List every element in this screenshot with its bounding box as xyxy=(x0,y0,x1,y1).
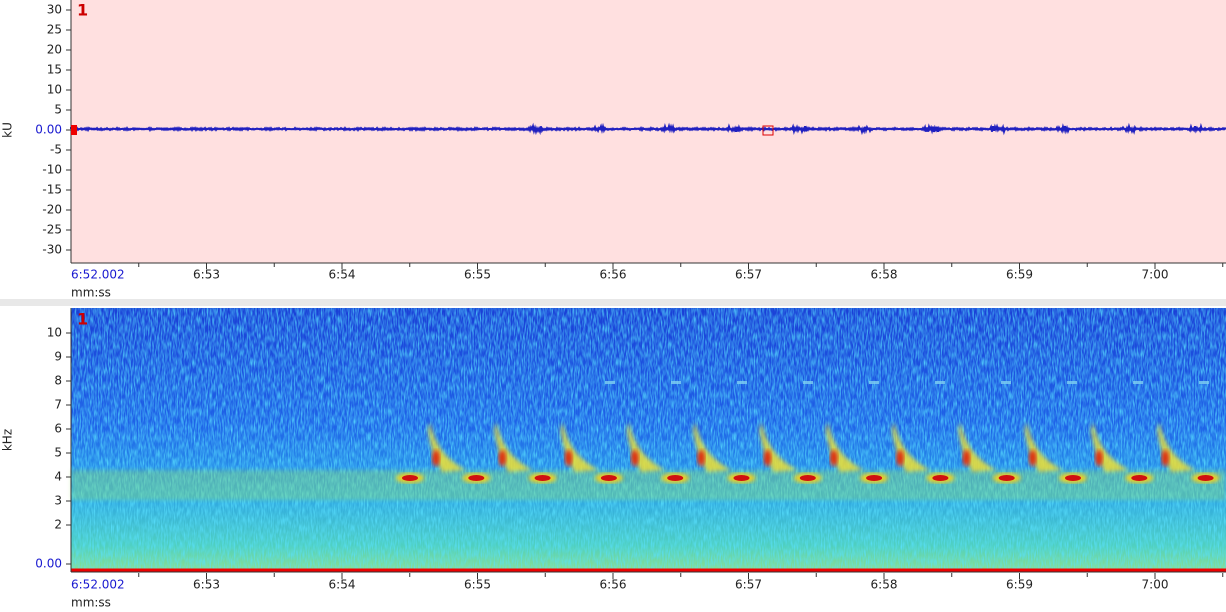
waveform-plot xyxy=(71,0,1226,263)
chirp-core xyxy=(1095,450,1103,466)
chirp-core xyxy=(697,450,705,466)
y-tick-label: 8 xyxy=(54,374,62,388)
chirp-core xyxy=(631,450,639,466)
x-tick-label: 6:55 xyxy=(464,578,491,592)
y-tick-label: 10 xyxy=(47,326,62,340)
high-note xyxy=(605,381,615,384)
x-tick-label: 6:52.002 xyxy=(71,268,125,282)
note xyxy=(402,475,418,481)
note xyxy=(1198,475,1214,481)
y-tick-label: -5 xyxy=(50,143,62,157)
y-tick-label: 20 xyxy=(47,43,62,57)
note xyxy=(999,475,1015,481)
y-tick-label: 0.00 xyxy=(35,557,62,571)
x-tick-label: 6:56 xyxy=(600,578,627,592)
x-tick-label: 6:56 xyxy=(600,268,627,282)
note xyxy=(535,475,551,481)
x-tick-label: 6:59 xyxy=(1006,578,1033,592)
chirp-core xyxy=(498,450,506,466)
x-tick-label: 6:54 xyxy=(329,578,356,592)
y-tick-label: 30 xyxy=(47,3,62,17)
note xyxy=(734,475,750,481)
y-tick-label: 0.00 xyxy=(35,123,62,137)
high-note xyxy=(737,381,747,384)
y-tick-label: -20 xyxy=(42,203,62,217)
x-tick-label: 7:00 xyxy=(1142,578,1169,592)
note xyxy=(800,475,816,481)
note xyxy=(667,475,683,481)
high-note xyxy=(803,381,813,384)
chirp-core xyxy=(830,450,838,466)
note xyxy=(601,475,617,481)
high-note xyxy=(1199,381,1209,384)
x-tick-label: 6:55 xyxy=(464,268,491,282)
y-tick-label: -30 xyxy=(42,243,62,257)
chirp-core xyxy=(896,450,904,466)
x-axis-label: mm:ss xyxy=(71,596,111,609)
high-note xyxy=(671,381,681,384)
x-tick-label: 6:57 xyxy=(735,578,762,592)
chirp-core xyxy=(962,450,970,466)
y-axis-label: kU xyxy=(1,122,15,138)
channel-label: 1 xyxy=(77,310,88,329)
y-tick-label: 10 xyxy=(47,83,62,97)
panel-divider xyxy=(0,299,1226,306)
note xyxy=(1131,475,1147,481)
note xyxy=(932,475,948,481)
high-note xyxy=(1001,381,1011,384)
chirp-core xyxy=(1161,450,1169,466)
high-note xyxy=(1067,381,1077,384)
x-tick-label: 6:54 xyxy=(329,268,356,282)
high-note xyxy=(869,381,879,384)
y-tick-label: -10 xyxy=(42,163,62,177)
y-tick-label: 15 xyxy=(47,63,62,77)
y-tick-label: -25 xyxy=(42,223,62,237)
chirp-core xyxy=(432,450,440,466)
note xyxy=(1065,475,1081,481)
note xyxy=(866,475,882,481)
y-tick-label: 5 xyxy=(54,103,62,117)
y-tick-label: 3 xyxy=(54,494,62,508)
cursor-marker xyxy=(71,125,77,135)
y-tick-label: 6 xyxy=(54,422,62,436)
y-axis-label: kHz xyxy=(1,429,15,451)
x-tick-label: 6:57 xyxy=(735,268,762,282)
x-tick-label: 6:52.002 xyxy=(71,578,125,592)
background-energy xyxy=(71,470,1226,500)
chirp-core xyxy=(565,450,573,466)
high-note xyxy=(1133,381,1143,384)
spectrogram-noise xyxy=(71,308,1226,572)
y-tick-label: 25 xyxy=(47,23,62,37)
note xyxy=(468,475,484,481)
y-tick-label: 7 xyxy=(54,398,62,412)
channel-label: 1 xyxy=(77,1,88,20)
chirp-core xyxy=(764,450,772,466)
y-tick-label: 2 xyxy=(54,518,62,532)
y-tick-label: -15 xyxy=(42,183,62,197)
x-tick-label: 6:53 xyxy=(193,578,220,592)
y-tick-label: 5 xyxy=(54,446,62,460)
x-axis-label: mm:ss xyxy=(71,286,111,300)
x-tick-label: 6:58 xyxy=(871,578,898,592)
y-tick-label: 9 xyxy=(54,350,62,364)
chirp-core xyxy=(1029,450,1037,466)
high-note xyxy=(935,381,945,384)
x-tick-label: 6:59 xyxy=(1006,268,1033,282)
x-tick-label: 7:00 xyxy=(1142,268,1169,282)
y-tick-label: 4 xyxy=(54,470,62,484)
x-tick-label: 6:53 xyxy=(193,268,220,282)
x-tick-label: 6:58 xyxy=(871,268,898,282)
